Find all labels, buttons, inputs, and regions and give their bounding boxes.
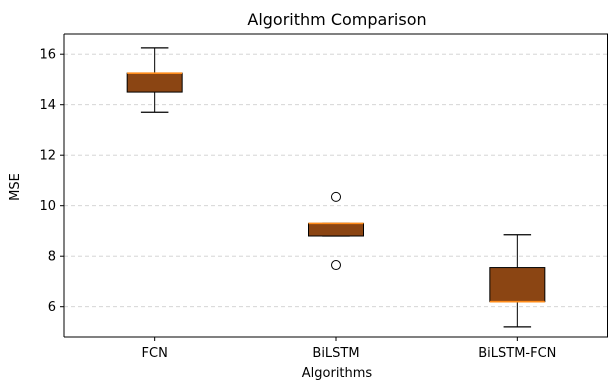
box-fcn: [126, 72, 183, 93]
y-tick-label: 10: [39, 199, 56, 214]
axes: 6 8 10 12 14 16 FCN BiLSTM BiLSTM-FCN: [39, 33, 608, 361]
box-bilstm: [308, 222, 364, 237]
x-axis-label: Algorithms: [302, 366, 373, 381]
y-tick-label: 12: [39, 149, 56, 164]
x-tick-label: BiLSTM-FCN: [478, 346, 556, 361]
outlier-point: [331, 260, 341, 271]
box-bilstm-fcn: [489, 267, 546, 303]
y-tick-label: 6: [48, 300, 56, 315]
x-tick-label: BiLSTM: [312, 346, 359, 361]
y-tick-label: 8: [48, 250, 56, 265]
y-tick-label: 14: [39, 98, 56, 113]
y-tick-label: 16: [39, 48, 56, 63]
boxes: [126, 47, 546, 328]
outlier-point: [331, 191, 341, 202]
x-tick-label: FCN: [142, 346, 168, 361]
chart-title: Algorithm Comparison: [247, 10, 426, 29]
y-axis-label: MSE: [8, 173, 23, 201]
